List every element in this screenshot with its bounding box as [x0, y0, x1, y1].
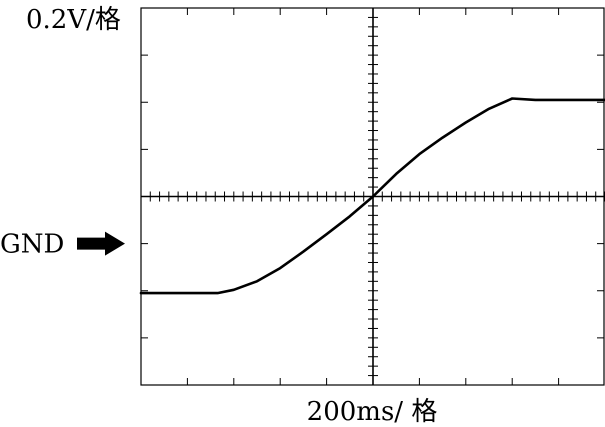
- gnd-label: GND: [0, 230, 64, 260]
- y-scale-label: 0.2V/格: [26, 5, 121, 35]
- gnd-arrow-icon: [77, 231, 125, 256]
- x-scale-label: 200ms/ 格: [307, 397, 438, 427]
- signal-trace-line: [139, 97, 605, 295]
